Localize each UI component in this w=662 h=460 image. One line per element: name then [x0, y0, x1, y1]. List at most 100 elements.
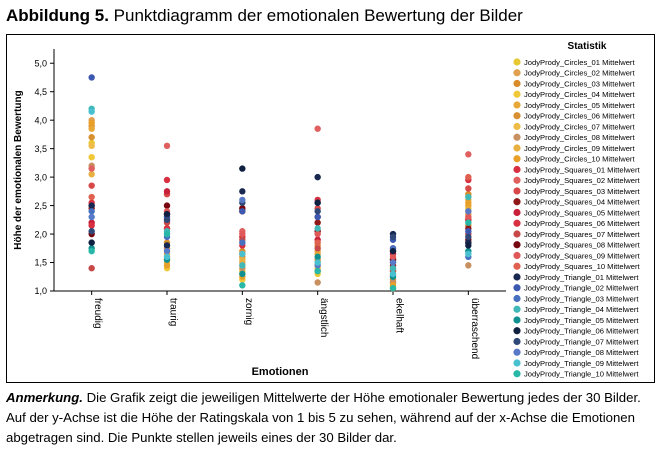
- data-point: [314, 225, 321, 232]
- legend-label: JodyPrody_Squares_07 Mittelwert: [524, 230, 641, 239]
- legend-marker: [513, 251, 521, 260]
- legend-label: JodyPrody_Squares_06 Mittelwert: [524, 219, 641, 228]
- legend-label: JodyPrody_Triangle_01 Mittelwert: [524, 273, 639, 282]
- legend-marker: [513, 284, 521, 292]
- data-point: [88, 247, 95, 255]
- data-point: [465, 199, 472, 206]
- data-point: [163, 230, 171, 238]
- data-point: [163, 262, 171, 269]
- y-tick-label: 5,0: [34, 58, 47, 68]
- legend-label: JodyPrody_Circles_01 Mittelwert: [524, 58, 635, 67]
- data-point: [88, 228, 95, 235]
- legend-label: JodyPrody_Squares_10 Mittelwert: [524, 262, 641, 271]
- legend-label: JodyPrody_Triangle_04 Mittelwert: [524, 305, 639, 314]
- legend-marker: [513, 370, 521, 378]
- data-point: [314, 219, 321, 226]
- legend-label: JodyPrody_Squares_01 Mittelwert: [524, 165, 641, 174]
- data-point: [239, 165, 246, 172]
- legend-label: JodyPrody_Circles_04 Mittelwert: [524, 90, 635, 99]
- data-point: [88, 193, 95, 201]
- legend-label: JodyPrody_Circles_05 Mittelwert: [524, 101, 635, 110]
- legend-marker: [513, 112, 521, 120]
- legend-marker: [513, 230, 521, 238]
- data-point: [239, 188, 246, 195]
- caption-text: Die Grafik zeigt die jeweiligen Mittelwe…: [6, 390, 641, 445]
- legend-label: JodyPrody_Squares_08 Mittelwert: [524, 241, 641, 250]
- legend-marker: [513, 219, 521, 227]
- legend-marker: [513, 133, 521, 141]
- data-point: [88, 239, 95, 246]
- data-point: [88, 142, 95, 149]
- legend-marker: [513, 187, 521, 195]
- legend-label: JodyPrody_Triangle_07 Mittelwert: [524, 337, 639, 346]
- data-point: [314, 259, 321, 266]
- data-point: [465, 262, 472, 269]
- data-point: [465, 242, 472, 249]
- data-point: [465, 208, 472, 215]
- legend-label: JodyPrody_Squares_05 Mittelwert: [524, 208, 641, 217]
- legend-marker: [513, 58, 521, 66]
- legend-label: JodyPrody_Circles_03 Mittelwert: [524, 79, 635, 88]
- legend-label: JodyPrody_Circles_07 Mittelwert: [524, 122, 635, 131]
- data-point: [314, 245, 321, 252]
- x-tick-label: ängstlich: [318, 298, 329, 337]
- data-point: [239, 230, 246, 238]
- legend-marker: [513, 273, 521, 281]
- data-point: [88, 153, 95, 161]
- legend-label: JodyPrody_Triangle_08 Mittelwert: [524, 348, 639, 357]
- legend-marker: [513, 262, 521, 270]
- data-point: [88, 182, 95, 189]
- data-point: [314, 173, 321, 181]
- legend-marker: [513, 155, 521, 163]
- data-point: [163, 188, 171, 195]
- data-point: [88, 108, 95, 115]
- chart-frame: 1,0 1,5 2,0 2,5 3,0 3,5 4,0 4,5 5,0 freudig trauri…: [6, 34, 655, 383]
- x-tick-label: ekelhaft: [394, 298, 405, 333]
- data-point: [465, 250, 472, 258]
- y-tick-label: 1,5: [34, 258, 47, 268]
- y-tick-label: 2,5: [34, 201, 47, 211]
- legend-marker: [513, 144, 521, 152]
- data-point: [88, 171, 95, 178]
- data-point: [163, 247, 171, 255]
- legend-marker: [513, 165, 521, 174]
- legend-label: JodyPrody_Triangle_02 Mittelwert: [524, 284, 639, 293]
- data-point: [163, 210, 171, 218]
- x-axis-title: Emotionen: [252, 366, 309, 378]
- data-point: [88, 202, 95, 209]
- data-point: [88, 74, 95, 81]
- data-point: [88, 213, 95, 221]
- data-point: [88, 265, 95, 272]
- data-point: [314, 199, 321, 206]
- legend-label: JodyPrody_Circles_10 Mittelwert: [524, 155, 635, 164]
- data-point: [465, 233, 472, 241]
- data-point: [239, 282, 246, 289]
- figure-caption: Anmerkung. Die Grafik zeigt die jeweilig…: [6, 388, 658, 448]
- data-point: [88, 134, 95, 141]
- x-tick-label: überraschend: [469, 298, 480, 359]
- y-tick-label: 3,0: [34, 172, 47, 182]
- legend-marker: [513, 294, 521, 303]
- data-point: [163, 253, 171, 261]
- data-point: [465, 213, 472, 221]
- legend-label: JodyPrody_Squares_04 Mittelwert: [524, 198, 641, 207]
- data-point: [163, 216, 171, 224]
- x-tick-label: traurig: [168, 298, 179, 326]
- data-point: [314, 253, 321, 261]
- data-point: [389, 259, 397, 266]
- legend-label: JodyPrody_Circles_09 Mittelwert: [524, 144, 635, 153]
- legend-label: JodyPrody_Triangle_06 Mittelwert: [524, 327, 639, 336]
- legend-label: JodyPrody_Triangle_10 Mittelwert: [524, 370, 639, 379]
- legend-label: JodyPrody_Squares_02 Mittelwert: [524, 176, 641, 185]
- legend-marker: [513, 241, 521, 249]
- data-point: [389, 265, 397, 272]
- data-point: [88, 165, 95, 172]
- legend-marker: [513, 79, 521, 88]
- figure-title: Abbildung 5. Punktdiagramm der emotional…: [6, 6, 523, 26]
- legend-marker: [513, 122, 521, 131]
- data-point: [314, 279, 321, 286]
- legend-marker: [513, 305, 521, 313]
- data-point: [239, 270, 246, 278]
- legend-label: JodyPrody_Triangle_09 Mittelwert: [524, 359, 639, 368]
- legend-marker: [513, 359, 521, 367]
